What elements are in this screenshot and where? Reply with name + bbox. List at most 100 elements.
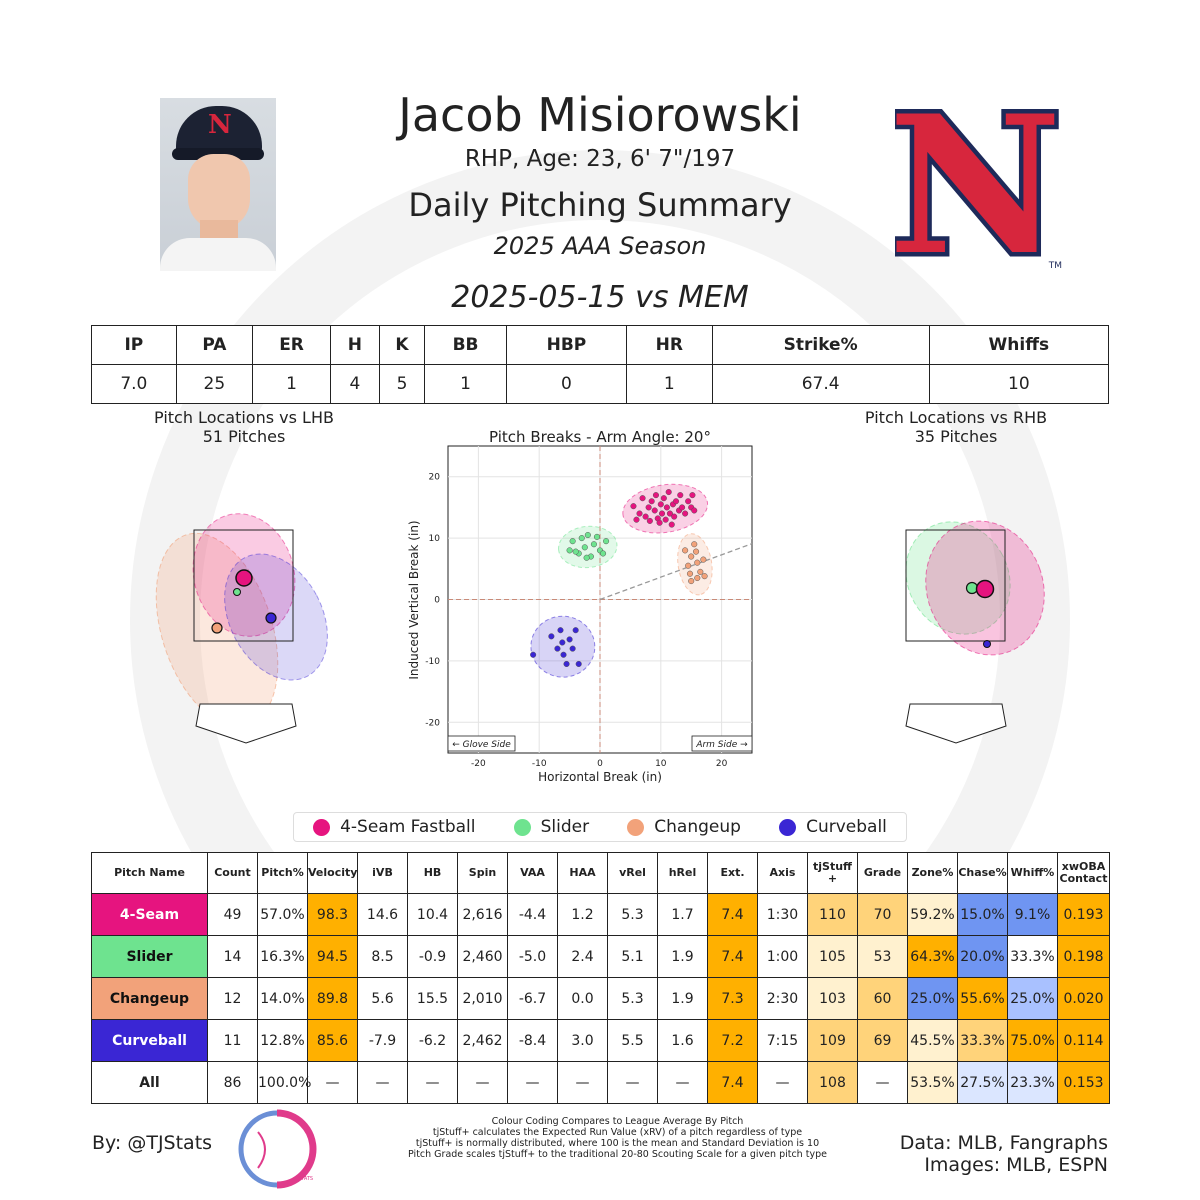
slider-point — [584, 531, 591, 539]
fourseam-point — [636, 510, 643, 517]
chart-title: Pitch Breaks - Arm Angle: 20° — [489, 428, 711, 446]
note-line: tjStuff+ is normally distributed, where … — [415, 1138, 820, 1149]
stat-value: 7.0 — [91, 364, 177, 404]
x-tick-label: -10 — [532, 759, 547, 769]
legend-curveball-dot — [779, 818, 797, 836]
table-cell: — — [457, 1061, 508, 1104]
table-cell: 7.4 — [707, 1061, 758, 1104]
data-source: Data: MLB, Fangraphs — [899, 1132, 1108, 1154]
legend-curveball-label: Curveball — [806, 817, 887, 837]
column-header: Grade — [857, 852, 908, 894]
legend-curveball: Curveball — [779, 817, 887, 837]
stat-header: IP — [91, 325, 177, 365]
jersey-shape — [160, 238, 276, 271]
lhb-home-plate — [195, 703, 297, 744]
fourseam-point — [645, 504, 652, 511]
player-name: Jacob Misiorowski — [398, 88, 802, 142]
column-header: Spin — [457, 852, 508, 894]
curveball-point — [560, 651, 567, 658]
table-row: Curveball 11 12.8% 85.6 -7.9 -6.2 2,462 -8.4 3.0… — [91, 1019, 1110, 1062]
table-cell: 64.3% — [907, 935, 958, 978]
table-cell: 57.0% — [257, 893, 308, 936]
tick-labels: -20 -10 0 10 20 -20 -10 0 10 20 — [425, 473, 727, 769]
fourseam-point — [668, 521, 675, 528]
fourseam-point — [691, 507, 698, 514]
source-credit: Data: MLB, Fangraphs Images: MLB, ESPN — [840, 1132, 1108, 1176]
rhb-strike-zone — [905, 529, 1006, 642]
arm-side-label: Arm Side → — [695, 740, 748, 750]
slider-point — [599, 550, 607, 557]
svg-text:N: N — [895, 92, 1062, 272]
column-header: Whiff% — [1007, 852, 1058, 894]
stat-value: 4 — [330, 364, 380, 404]
lhb-title: Pitch Locations vs LHB — [154, 408, 334, 427]
table-row: 4-Seam 49 57.0% 98.3 14.6 10.4 2,616 -4.4 1.2 5.3… — [91, 893, 1110, 936]
fourseam-point — [633, 516, 640, 523]
changeup-point — [701, 573, 708, 580]
changeup-point — [697, 568, 704, 575]
table-cell: 49 — [207, 893, 258, 936]
reference-lines — [448, 446, 753, 753]
table-cell: 70 — [857, 893, 908, 936]
table-cell: 1.9 — [657, 977, 708, 1020]
player-headshot: N — [160, 98, 276, 271]
lhb-changeup-mean — [211, 622, 223, 634]
table-cell: 12 — [207, 977, 258, 1020]
fourseam-point — [666, 510, 673, 517]
table-cell: 2.4 — [557, 935, 608, 978]
rhb-home-plate — [905, 703, 1007, 744]
lhb-fourseam-mean — [235, 569, 253, 587]
fourseam-point — [682, 510, 689, 517]
fourseam-point — [677, 492, 684, 499]
player-bio: RHP, Age: 23, 6' 7"/197 — [464, 146, 736, 172]
table-cell: 75.0% — [1007, 1019, 1058, 1062]
table-cell: 85.6 — [307, 1019, 358, 1062]
changeup-point — [693, 548, 700, 555]
arm-angle-line — [599, 543, 753, 601]
stat-header: BB — [424, 325, 507, 365]
slider-point — [581, 544, 588, 551]
changeup-point — [694, 559, 701, 566]
x-tick-label: 20 — [716, 759, 728, 769]
column-header: Pitch Name — [91, 852, 208, 894]
curveball-point — [548, 633, 555, 640]
curveball-point — [563, 660, 570, 668]
stat-header: Whiffs — [928, 325, 1110, 365]
table-cell: 1:30 — [757, 893, 808, 936]
fourseam-point — [672, 498, 680, 505]
table-cell: 7:15 — [757, 1019, 808, 1062]
table-cell: 1.9 — [657, 935, 708, 978]
stat-header: ER — [251, 325, 332, 365]
table-cell: 3.0 — [557, 1019, 608, 1062]
table-cell: 2,010 — [457, 977, 508, 1020]
table-cell: — — [857, 1061, 908, 1104]
fourseam-point — [671, 513, 678, 520]
fourseam-point — [646, 517, 653, 524]
table-cell: 103 — [807, 977, 858, 1020]
column-header: HB — [407, 852, 458, 894]
table-cell: 98.3 — [307, 893, 358, 936]
images-source: Images: MLB, ESPN — [924, 1154, 1108, 1176]
table-cell: -8.4 — [507, 1019, 558, 1062]
changeup-point — [688, 553, 695, 560]
stat-value: 67.4 — [711, 364, 930, 404]
column-header: Axis — [757, 852, 808, 894]
slider-point — [583, 554, 590, 561]
lhb-location-plot — [155, 513, 328, 744]
pitch-name-cell: 4-Seam — [91, 893, 208, 936]
table-cell: — — [657, 1061, 708, 1104]
table-cell: 9.1% — [1007, 893, 1058, 936]
changeup-point — [700, 556, 707, 563]
y-axis-label: Induced Vertical Break (in) — [407, 520, 421, 679]
table-cell: 7.3 — [707, 977, 758, 1020]
changeup-point — [694, 574, 701, 582]
note-line: tjStuff+ calculates the Expected Run Val… — [432, 1127, 803, 1138]
stat-header: HR — [626, 325, 713, 365]
table-cell: 69 — [857, 1019, 908, 1062]
x-tick-label: 0 — [597, 759, 603, 769]
table-cell: — — [757, 1061, 808, 1104]
fourseam-point — [663, 504, 670, 511]
curveball-point — [566, 636, 573, 643]
table-cell: 25.0% — [1007, 977, 1058, 1020]
table-cell: 14.6 — [357, 893, 408, 936]
